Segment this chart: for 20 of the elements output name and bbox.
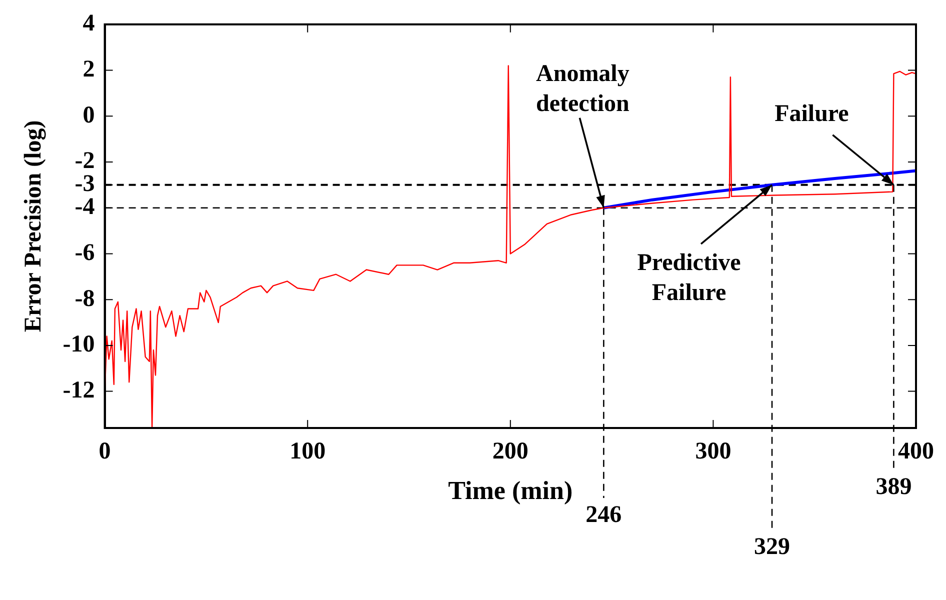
annotation: Anomaly detection: [536, 61, 630, 118]
y-tick-label: -8: [74, 286, 95, 312]
y-tick-label: -6: [74, 240, 95, 266]
annotation: Predictive Failure: [637, 250, 742, 306]
x-axis-title: Time (min): [448, 476, 573, 506]
y-axis-title: Error Precision (log): [20, 120, 47, 332]
y-tick-label: 2: [82, 56, 95, 82]
ref-line-label: 389: [876, 474, 912, 500]
ref-line-label: 329: [754, 534, 790, 560]
y-tick-label: -12: [62, 378, 95, 404]
x-tick-label: 100: [290, 438, 326, 465]
x-tick-label: 400: [898, 438, 934, 465]
y-tick-label: 0: [82, 102, 95, 128]
y-tick-label: 4: [82, 10, 95, 37]
annotation: Failure: [774, 101, 850, 128]
y-tick-label: -10: [62, 332, 95, 358]
x-tick-label: 200: [492, 438, 528, 465]
x-tick-label: 300: [695, 438, 732, 465]
x-tick-label: 0: [98, 438, 111, 465]
ref-line-label: 246: [586, 502, 622, 528]
